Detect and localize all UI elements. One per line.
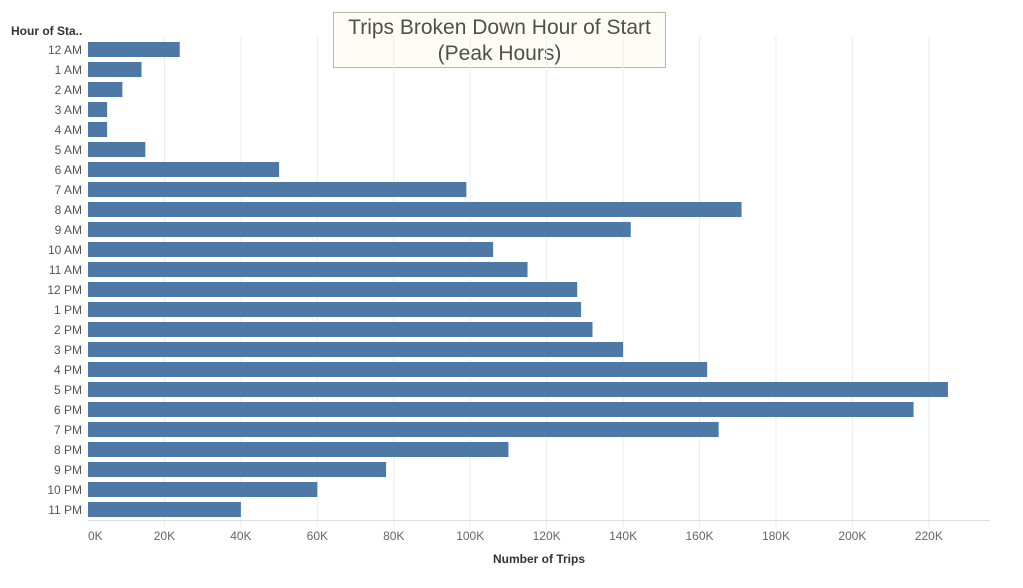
category-label: 3 AM [55, 103, 82, 117]
bar [88, 442, 509, 457]
row-header-label: Hour of Sta.. [11, 24, 83, 38]
x-tick-label: 60K [307, 529, 328, 543]
category-label: 4 PM [54, 363, 82, 377]
x-tick-label: 220K [915, 529, 943, 543]
bar [88, 282, 578, 297]
bar [88, 122, 108, 137]
category-label: 3 PM [54, 343, 82, 357]
category-label: 4 AM [55, 123, 82, 137]
chart-title-box: Trips Broken Down Hour of Start (Peak Ho… [333, 12, 666, 68]
x-tick-label: 40K [230, 529, 251, 543]
category-label: 7 AM [55, 183, 82, 197]
bar [88, 182, 467, 197]
category-label: 9 PM [54, 463, 82, 477]
category-label: 10 AM [48, 243, 82, 257]
category-label: 6 PM [54, 403, 82, 417]
category-label: 2 AM [55, 83, 82, 97]
bar [88, 142, 146, 157]
x-tick-label: 0K [88, 529, 103, 543]
chart-title-line-1: Trips Broken Down Hour of Start [348, 16, 651, 39]
category-label: 6 AM [55, 163, 82, 177]
bar [88, 242, 494, 257]
category-label: 8 PM [54, 443, 82, 457]
bar [88, 262, 528, 277]
x-tick-label: 20K [154, 529, 175, 543]
bar [88, 322, 593, 337]
bar [88, 502, 241, 517]
bar [88, 362, 708, 377]
bar [88, 82, 123, 97]
category-label: 2 PM [54, 323, 82, 337]
bar [88, 222, 631, 237]
bar [88, 42, 180, 57]
category-label: 9 AM [55, 223, 82, 237]
bar [88, 402, 914, 417]
category-label: 1 AM [55, 63, 82, 77]
x-tick-label: 200K [838, 529, 866, 543]
bar [88, 162, 280, 177]
x-tick-label: 80K [383, 529, 404, 543]
bar [88, 462, 387, 477]
bar [88, 62, 142, 77]
category-label: 5 PM [54, 383, 82, 397]
x-tick-label: 120K [533, 529, 561, 543]
category-label: 10 PM [47, 483, 82, 497]
x-axis-title: Number of Trips [492, 552, 585, 566]
x-tick-label: 160K [686, 529, 714, 543]
category-label: 5 AM [55, 143, 82, 157]
category-label: 12 PM [47, 283, 82, 297]
category-label: 11 AM [49, 263, 82, 277]
bar [88, 202, 742, 217]
bar [88, 382, 948, 397]
x-tick-label: 100K [456, 529, 484, 543]
x-tick-label: 140K [609, 529, 637, 543]
bar [88, 102, 108, 117]
bar [88, 302, 582, 317]
category-label: 1 PM [54, 303, 82, 317]
category-label: 12 AM [48, 43, 82, 57]
category-label: 8 AM [55, 203, 82, 217]
bar [88, 342, 624, 357]
category-label: 11 PM [48, 503, 82, 517]
bar [88, 482, 318, 497]
category-label: 7 PM [54, 423, 82, 437]
x-tick-label: 180K [762, 529, 790, 543]
bar [88, 422, 719, 437]
chart-title-line-2: (Peak Hours) [437, 42, 562, 65]
